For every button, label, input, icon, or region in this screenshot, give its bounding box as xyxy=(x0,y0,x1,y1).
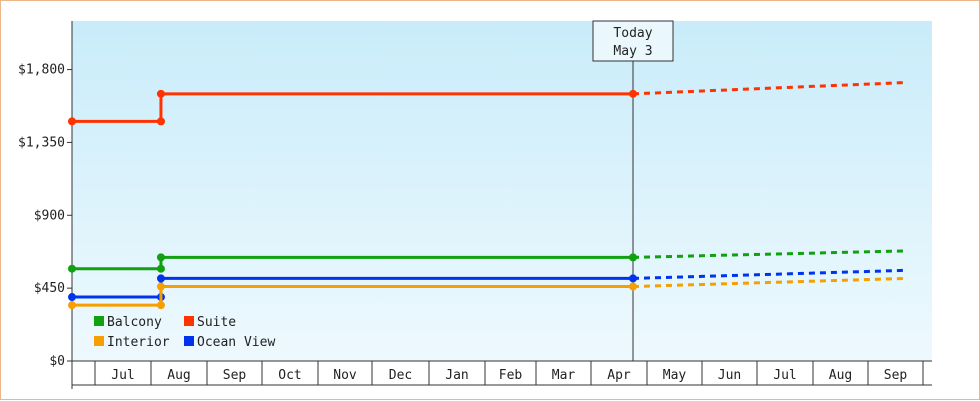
data-point-ocean-view xyxy=(156,274,165,283)
data-point-balcony xyxy=(156,264,165,273)
data-point-balcony xyxy=(629,253,638,262)
today-date: May 3 xyxy=(613,44,652,59)
legend-label-ocean-view: Ocean View xyxy=(197,335,275,350)
x-tick-label: Jan xyxy=(445,368,468,383)
x-tick-label: Aug xyxy=(829,368,852,383)
y-tick-label: $1,800 xyxy=(18,63,65,78)
legend-label-suite: Suite xyxy=(197,315,236,330)
y-tick-label: $0 xyxy=(49,354,65,369)
x-tick-label: Jun xyxy=(718,368,741,383)
x-tick-label: Nov xyxy=(333,368,357,383)
legend-swatch-interior xyxy=(94,336,104,346)
x-tick-label: May xyxy=(663,368,687,383)
data-point-suite xyxy=(629,89,638,98)
plot-background xyxy=(72,21,932,361)
data-point-balcony xyxy=(68,264,76,273)
x-tick-label: Feb xyxy=(499,368,523,383)
x-tick-label: Oct xyxy=(278,368,301,383)
legend-swatch-ocean-view xyxy=(184,336,194,346)
data-point-ocean-view xyxy=(68,293,76,302)
data-point-suite xyxy=(156,89,165,98)
data-point-ocean-view xyxy=(629,274,638,283)
data-point-interior xyxy=(629,282,638,291)
x-tick-label: Aug xyxy=(167,368,190,383)
series-projection-balcony xyxy=(632,249,907,259)
legend-label-interior: Interior xyxy=(107,335,170,350)
x-tick-label: Jul xyxy=(111,368,134,383)
series-projection-suite xyxy=(632,81,907,96)
data-point-interior xyxy=(68,301,76,310)
y-tick-label: $450 xyxy=(34,281,65,296)
x-tick-label: Sep xyxy=(223,368,247,383)
legend-swatch-balcony xyxy=(94,316,104,326)
data-point-interior xyxy=(156,282,165,291)
data-point-suite xyxy=(156,117,165,126)
data-point-suite xyxy=(68,117,76,126)
legend-label-balcony: Balcony xyxy=(107,315,162,330)
x-tick-label: Apr xyxy=(607,368,631,383)
x-tick-label: Jul xyxy=(773,368,796,383)
today-box xyxy=(592,20,674,62)
series-line-suite xyxy=(72,92,634,123)
data-point-interior xyxy=(156,301,165,310)
series-line-balcony xyxy=(72,255,634,271)
data-point-balcony xyxy=(156,253,165,262)
y-tick-label: $1,350 xyxy=(18,135,65,150)
x-tick-label: Dec xyxy=(389,368,412,383)
series-projection-interior xyxy=(632,276,907,289)
y-tick-label: $900 xyxy=(34,208,65,223)
series-line-interior xyxy=(72,285,634,307)
x-tick-label: Sep xyxy=(884,368,908,383)
series-projection-ocean-view xyxy=(632,268,907,280)
legend-swatch-suite xyxy=(184,316,194,326)
x-tick-label: Mar xyxy=(552,368,576,383)
today-label: Today xyxy=(613,26,652,41)
